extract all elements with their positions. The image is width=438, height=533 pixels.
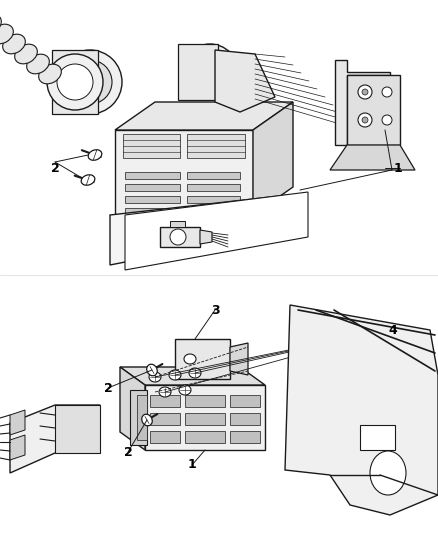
Polygon shape: [125, 208, 180, 215]
Polygon shape: [230, 343, 248, 375]
Text: 2: 2: [51, 161, 60, 174]
Polygon shape: [215, 50, 275, 112]
Ellipse shape: [68, 60, 112, 104]
Polygon shape: [253, 102, 293, 215]
Polygon shape: [120, 367, 265, 385]
Ellipse shape: [189, 368, 201, 378]
Polygon shape: [125, 192, 308, 270]
Polygon shape: [185, 413, 225, 425]
Ellipse shape: [179, 385, 191, 395]
Ellipse shape: [39, 64, 61, 84]
Ellipse shape: [3, 34, 25, 54]
Polygon shape: [175, 339, 230, 379]
Ellipse shape: [15, 44, 37, 64]
Polygon shape: [10, 410, 25, 435]
Ellipse shape: [184, 354, 196, 364]
Ellipse shape: [88, 150, 102, 160]
Polygon shape: [187, 196, 240, 203]
Ellipse shape: [57, 64, 93, 100]
Ellipse shape: [0, 24, 13, 44]
Polygon shape: [230, 431, 260, 443]
Polygon shape: [160, 227, 200, 247]
Polygon shape: [187, 220, 240, 227]
Polygon shape: [187, 184, 240, 191]
Polygon shape: [185, 431, 225, 443]
Polygon shape: [110, 195, 303, 265]
Polygon shape: [145, 385, 265, 450]
Ellipse shape: [192, 54, 228, 90]
Polygon shape: [185, 395, 225, 407]
Ellipse shape: [27, 54, 49, 74]
Text: 1: 1: [187, 458, 196, 472]
Polygon shape: [130, 390, 147, 445]
Polygon shape: [10, 435, 25, 460]
Polygon shape: [347, 75, 400, 145]
Ellipse shape: [82, 74, 98, 90]
Polygon shape: [187, 172, 240, 179]
Ellipse shape: [81, 175, 95, 185]
Ellipse shape: [169, 370, 181, 380]
Polygon shape: [125, 172, 180, 179]
Ellipse shape: [362, 117, 368, 123]
Polygon shape: [200, 230, 212, 244]
Ellipse shape: [170, 229, 186, 245]
Polygon shape: [178, 44, 218, 100]
Polygon shape: [115, 130, 253, 215]
Ellipse shape: [382, 87, 392, 97]
Ellipse shape: [362, 89, 368, 95]
Polygon shape: [285, 305, 438, 515]
Text: 2: 2: [124, 446, 132, 458]
Ellipse shape: [142, 414, 152, 426]
Ellipse shape: [159, 387, 171, 397]
Ellipse shape: [370, 451, 406, 495]
Polygon shape: [230, 395, 260, 407]
Polygon shape: [55, 405, 100, 453]
Polygon shape: [115, 102, 293, 130]
Text: 2: 2: [104, 382, 113, 394]
Ellipse shape: [147, 364, 157, 376]
Polygon shape: [150, 395, 180, 407]
Text: 3: 3: [211, 303, 219, 317]
Polygon shape: [360, 425, 395, 450]
Ellipse shape: [47, 54, 103, 110]
Polygon shape: [187, 208, 240, 215]
Polygon shape: [230, 413, 260, 425]
Ellipse shape: [203, 65, 217, 79]
Polygon shape: [120, 367, 145, 450]
Text: 4: 4: [389, 324, 397, 336]
Polygon shape: [150, 413, 180, 425]
Ellipse shape: [0, 14, 1, 34]
Polygon shape: [187, 134, 245, 158]
Polygon shape: [137, 395, 147, 440]
Ellipse shape: [358, 85, 372, 99]
Polygon shape: [125, 196, 180, 203]
Text: 1: 1: [394, 161, 403, 174]
Polygon shape: [125, 184, 180, 191]
Polygon shape: [123, 134, 180, 158]
Ellipse shape: [358, 113, 372, 127]
Polygon shape: [170, 221, 185, 227]
Polygon shape: [125, 220, 180, 227]
Ellipse shape: [58, 50, 122, 114]
Ellipse shape: [382, 115, 392, 125]
Polygon shape: [52, 50, 98, 114]
Ellipse shape: [149, 372, 161, 382]
Polygon shape: [330, 145, 415, 170]
Ellipse shape: [182, 44, 238, 100]
Polygon shape: [335, 60, 390, 145]
Polygon shape: [10, 405, 100, 473]
Polygon shape: [150, 431, 180, 443]
